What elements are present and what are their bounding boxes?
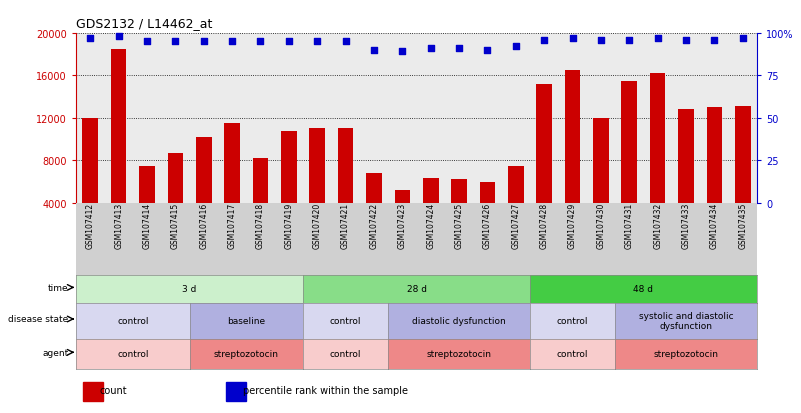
Text: percentile rank within the sample: percentile rank within the sample — [243, 385, 408, 395]
Point — [84, 36, 97, 42]
Bar — [508, 166, 524, 246]
Point — [566, 36, 579, 42]
Text: control: control — [117, 316, 148, 325]
Bar — [281, 131, 296, 246]
Text: control: control — [330, 349, 361, 358]
Bar — [111, 50, 127, 246]
Text: 48 d: 48 d — [634, 285, 654, 294]
Point — [368, 47, 380, 54]
Text: control: control — [557, 349, 588, 358]
Point — [283, 39, 296, 45]
Point — [254, 39, 267, 45]
Bar — [706, 108, 723, 246]
Bar — [83, 382, 103, 401]
Point — [425, 46, 437, 52]
Bar — [83, 119, 98, 246]
Point — [226, 39, 239, 45]
Text: streptozotocin: streptozotocin — [427, 349, 492, 358]
Point — [396, 49, 409, 56]
Bar — [338, 129, 353, 246]
Bar — [480, 182, 495, 246]
Bar — [622, 81, 637, 246]
Point — [197, 39, 210, 45]
Text: agent: agent — [42, 348, 69, 357]
Point — [537, 37, 550, 44]
Text: GDS2132 / L14462_at: GDS2132 / L14462_at — [76, 17, 212, 29]
Point — [141, 39, 154, 45]
Point — [594, 37, 607, 44]
Text: count: count — [100, 385, 127, 395]
Bar — [650, 74, 666, 246]
Point — [311, 39, 324, 45]
Bar — [423, 179, 438, 246]
Bar — [309, 129, 325, 246]
Bar — [366, 173, 382, 246]
Point — [509, 44, 522, 50]
Bar — [451, 180, 467, 246]
Text: 3 d: 3 d — [183, 285, 197, 294]
Bar — [395, 190, 410, 246]
Text: control: control — [117, 349, 148, 358]
Text: streptozotocin: streptozotocin — [654, 349, 718, 358]
Text: diastolic dysfunction: diastolic dysfunction — [413, 316, 506, 325]
Point — [651, 36, 664, 42]
Bar — [196, 138, 211, 246]
Text: control: control — [557, 316, 588, 325]
Point — [679, 37, 692, 44]
Point — [481, 47, 494, 54]
Bar — [226, 382, 246, 401]
Bar — [224, 124, 240, 246]
Bar — [678, 110, 694, 246]
Text: control: control — [330, 316, 361, 325]
Point — [708, 37, 721, 44]
Bar — [565, 71, 581, 246]
Bar — [537, 85, 552, 246]
Bar — [252, 159, 268, 246]
Bar — [139, 166, 155, 246]
Text: time: time — [48, 283, 69, 292]
Text: disease state: disease state — [8, 315, 69, 324]
Point — [736, 36, 749, 42]
Text: baseline: baseline — [227, 316, 265, 325]
Bar — [593, 119, 609, 246]
Text: systolic and diastolic
dysfunction: systolic and diastolic dysfunction — [638, 311, 734, 331]
Point — [112, 34, 125, 40]
Text: 28 d: 28 d — [407, 285, 426, 294]
Point — [169, 39, 182, 45]
Point — [453, 46, 465, 52]
Point — [623, 37, 636, 44]
Bar — [735, 107, 751, 246]
Point — [339, 39, 352, 45]
Text: streptozotocin: streptozotocin — [214, 349, 279, 358]
Bar — [167, 154, 183, 246]
